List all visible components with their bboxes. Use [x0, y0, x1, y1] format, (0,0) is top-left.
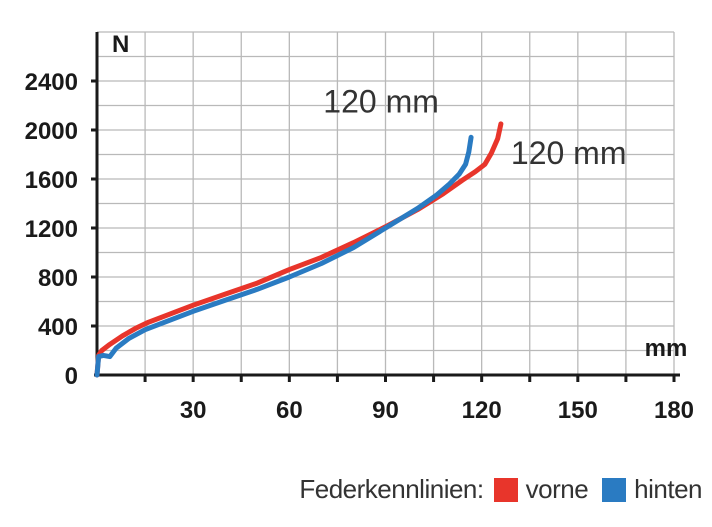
y-tick-label: 1200: [25, 216, 78, 243]
series-layer: [94, 121, 504, 378]
legend: Federkennlinien: vorne hinten: [299, 474, 702, 505]
x-tick-label: 150: [558, 397, 598, 424]
x-axis-label: mm: [645, 335, 688, 362]
legend-label-hinten: hinten: [634, 474, 702, 504]
legend-swatch-hinten: [602, 477, 627, 502]
y-axis-label: N: [112, 31, 129, 58]
y-tick-label: 2000: [25, 118, 78, 145]
y-tick-label: 400: [38, 314, 78, 341]
series-line-vorne: [94, 121, 504, 378]
x-tick-label: 180: [654, 397, 694, 424]
x-tick-label: 90: [372, 397, 399, 424]
legend-label-vorne: vorne: [525, 474, 589, 504]
x-tick-label: 30: [180, 397, 207, 424]
chart-axes: [91, 32, 680, 382]
y-tick-label: 2400: [25, 69, 78, 96]
end-label-hinten: 120 mm: [323, 83, 439, 119]
x-tick-label: 60: [276, 397, 303, 424]
end-labels: 120 mm 120 mm: [323, 83, 626, 171]
end-label-vorne: 120 mm: [511, 135, 627, 171]
y-tick-label: 800: [38, 265, 78, 292]
x-tick-label: 120: [462, 397, 502, 424]
y-tick-label: 0: [65, 363, 78, 390]
legend-swatch-vorne: [493, 477, 518, 502]
y-tick-label: 1600: [25, 167, 78, 194]
series-line-hinten: [94, 134, 474, 378]
spring-rate-chart: 0 400 800 1200 1600 2000 2400 30 60 90 120 150 180 1…: [25, 31, 694, 424]
tick-labels: 0 400 800 1200 1600 2000 2400 30 60 90 120 150 180: [25, 69, 694, 424]
legend-title: Federkennlinien:: [299, 474, 484, 504]
